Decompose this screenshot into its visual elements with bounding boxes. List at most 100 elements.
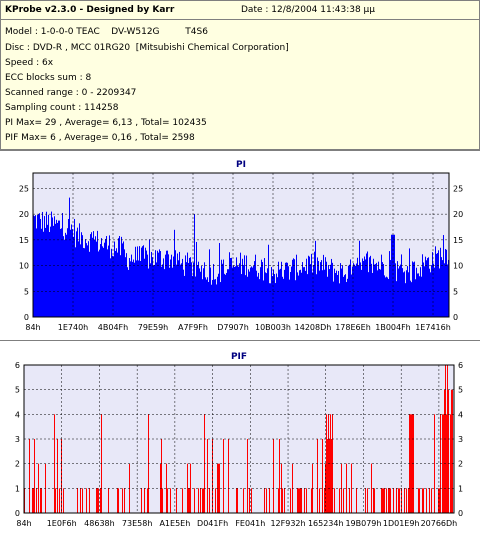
data-bar xyxy=(325,257,326,317)
data-bar xyxy=(314,251,315,317)
data-bar xyxy=(382,262,383,317)
data-bar xyxy=(423,262,424,317)
data-bar xyxy=(394,234,395,317)
data-bar xyxy=(375,264,376,317)
data-bar xyxy=(194,488,195,513)
data-bar xyxy=(266,488,267,513)
pif-chart: PIF 0 0 1 1 2 2 3 3 4 4 5 5 6 6 84h 1E0F6h 48638h 73E58h A1… xyxy=(15,352,463,528)
header-separator xyxy=(1,19,479,20)
data-bar xyxy=(452,389,453,513)
data-bar xyxy=(265,272,266,317)
data-bar xyxy=(115,250,116,317)
pi-chart-panel: PI 0 0 5 5 10 10 15 15 20 20 25 25 84h 1E740h 4B04Fh 79E… xyxy=(0,150,480,340)
data-bar xyxy=(167,250,168,317)
pi-chart: PI 0 0 5 5 10 10 15 15 20 20 25 25 84h 1E740h 4B04Fh 79E… xyxy=(19,160,463,332)
data-bar xyxy=(83,247,84,317)
data-bar xyxy=(181,263,182,317)
y-tick-label-left: 20 xyxy=(19,210,29,219)
data-bar xyxy=(147,254,148,317)
data-bar xyxy=(416,267,417,317)
data-bar xyxy=(381,254,382,317)
data-bar xyxy=(262,262,263,317)
data-bar xyxy=(126,253,127,317)
data-bar xyxy=(362,258,363,317)
data-bar xyxy=(371,463,372,513)
data-bar xyxy=(431,265,432,317)
scan-date: Date : 12/8/2004 11:43:38 μμ xyxy=(241,5,376,15)
data-bar xyxy=(221,259,222,317)
data-bar xyxy=(303,267,304,317)
data-bar xyxy=(197,265,198,317)
data-bar xyxy=(166,463,167,513)
data-bar xyxy=(392,234,393,317)
data-bar xyxy=(75,247,76,317)
data-bar xyxy=(193,262,194,317)
data-bar xyxy=(110,258,111,317)
x-tick-label: 1E7416h xyxy=(415,323,451,332)
y-tick-label-right: 3 xyxy=(458,435,463,444)
data-bar xyxy=(219,243,220,317)
data-bar xyxy=(95,236,96,317)
data-bar xyxy=(35,215,36,317)
data-bar xyxy=(48,214,49,317)
data-bar xyxy=(238,266,239,317)
data-bar xyxy=(396,488,397,513)
data-bar xyxy=(43,231,44,317)
data-bar xyxy=(376,262,377,317)
y-tick-label-left: 3 xyxy=(15,435,20,444)
data-bar xyxy=(46,211,47,317)
data-bar xyxy=(279,269,280,317)
data-bar xyxy=(82,488,83,513)
data-bar xyxy=(250,267,251,317)
data-bar xyxy=(338,270,339,317)
data-bar xyxy=(205,277,206,317)
data-bar xyxy=(71,224,72,317)
data-bar xyxy=(158,252,159,317)
data-bar xyxy=(227,269,228,317)
data-bar xyxy=(86,488,87,513)
data-bar xyxy=(426,488,427,513)
data-bar xyxy=(229,252,230,317)
data-bar xyxy=(374,264,375,317)
data-bar xyxy=(61,439,62,513)
data-bar xyxy=(51,211,52,317)
data-bar xyxy=(434,414,435,513)
data-bar xyxy=(81,232,82,317)
data-bar xyxy=(346,282,347,317)
data-bar xyxy=(316,274,317,317)
data-bar xyxy=(360,262,361,317)
data-bar xyxy=(59,220,60,317)
y-tick-label-right: 5 xyxy=(453,287,458,296)
data-bar xyxy=(108,488,109,513)
data-bar xyxy=(268,244,269,317)
data-bar xyxy=(118,238,119,317)
y-tick-label-left: 4 xyxy=(15,410,20,419)
data-bar xyxy=(386,276,387,317)
data-bar xyxy=(42,211,43,317)
data-bar xyxy=(155,250,156,317)
data-bar xyxy=(282,276,283,317)
data-bar xyxy=(398,268,399,317)
data-bar xyxy=(278,261,279,317)
data-bar xyxy=(77,227,78,317)
data-bar xyxy=(437,253,438,317)
data-bar xyxy=(280,268,281,317)
data-bar xyxy=(166,250,167,317)
data-bar xyxy=(79,223,80,317)
data-bar xyxy=(163,258,164,317)
data-bar xyxy=(54,414,55,513)
data-bar xyxy=(327,439,328,513)
data-bar xyxy=(159,249,160,317)
data-bar xyxy=(190,463,191,513)
data-bar xyxy=(198,261,199,317)
data-bar xyxy=(400,264,401,317)
data-bar xyxy=(349,264,350,317)
data-bar xyxy=(292,259,293,317)
data-bar xyxy=(258,272,259,317)
data-bar xyxy=(39,213,40,317)
data-bar xyxy=(451,389,452,513)
data-bar xyxy=(190,257,191,317)
y-tick-label-left: 25 xyxy=(19,184,29,193)
x-tick-label: 48638h xyxy=(84,519,115,528)
data-bar xyxy=(222,263,223,317)
